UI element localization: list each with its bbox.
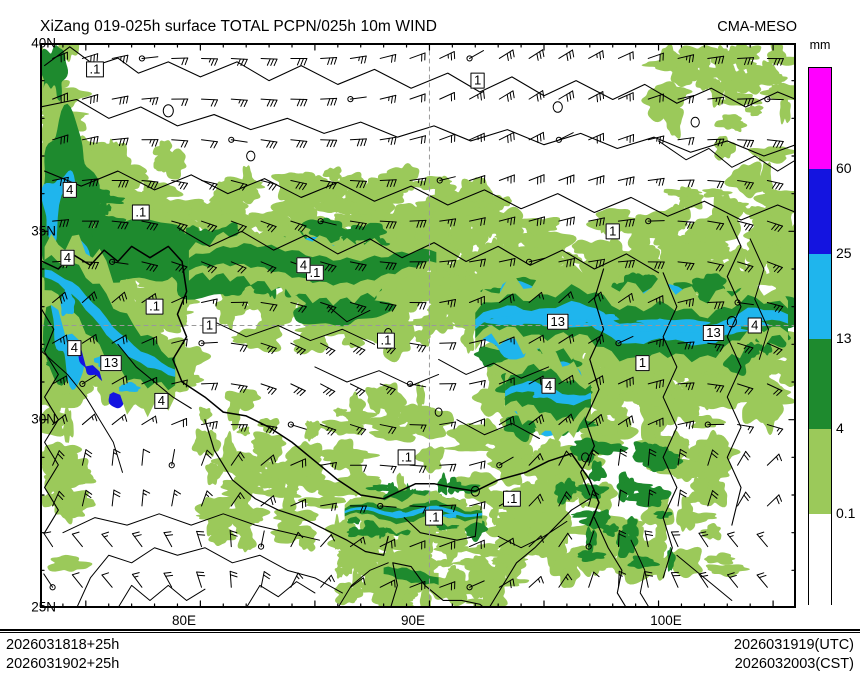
x-axis-tick-80e: 80E — [171, 613, 197, 628]
map-panel[interactable] — [40, 43, 796, 608]
x-axis-tick-100e: 100E — [650, 613, 682, 628]
page-title: XiZang 019-025h surface TOTAL PCPN/025h … — [40, 18, 438, 35]
colorbar[interactable] — [808, 67, 832, 606]
colorbar-band-3 — [809, 339, 831, 429]
footer-divider — [0, 629, 860, 633]
colorbar-band-5 — [809, 514, 831, 606]
y-axis-tick-35n: 35N — [31, 223, 56, 239]
y-axis-tick-40n: 40N — [31, 35, 56, 51]
colorbar-unit-label: mm — [809, 38, 831, 52]
colorbar-tick-25: 25 — [836, 245, 852, 261]
colorbar-tick-4: 4 — [836, 420, 844, 436]
colorbar-tick-01: 0.1 — [836, 505, 856, 521]
colorbar-tick-60: 60 — [836, 160, 852, 176]
colorbar-band-0 — [809, 68, 831, 169]
x-axis-tick-90e: 90E — [400, 613, 426, 628]
colorbar-band-2 — [809, 254, 831, 339]
model-label: CMA-MESO — [717, 19, 797, 35]
footer-valid-time-utc: 2026031919(UTC) — [733, 637, 854, 653]
y-axis-tick-30n: 30N — [31, 411, 56, 427]
precipitation-wind-map[interactable] — [40, 43, 796, 608]
colorbar-tick-13: 13 — [836, 330, 852, 346]
footer-init-time-utc: 2026031818+25h — [6, 637, 120, 653]
colorbar-band-4 — [809, 429, 831, 514]
footer-valid-time-cst: 2026032003(CST) — [734, 656, 854, 672]
colorbar-band-1 — [809, 169, 831, 254]
footer-init-time-cst: 2026031902+25h — [6, 656, 120, 672]
y-axis-tick-25n: 25N — [31, 599, 56, 615]
